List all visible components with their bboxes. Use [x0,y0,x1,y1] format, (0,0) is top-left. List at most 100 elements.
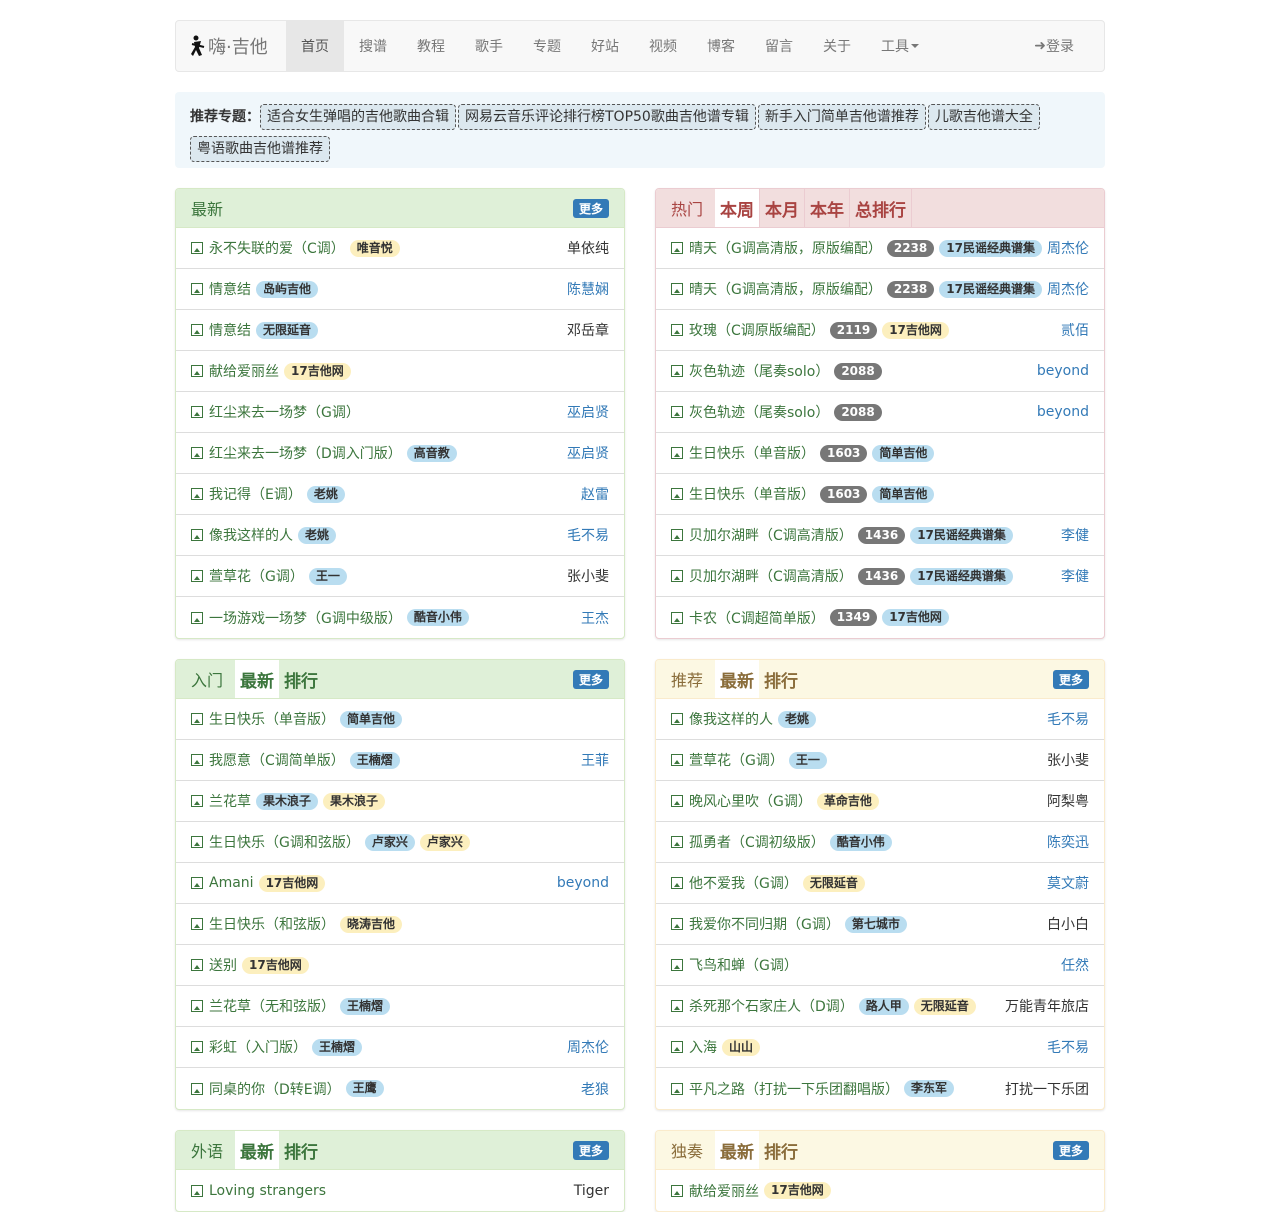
artist-link[interactable]: 王杰 [581,610,609,627]
nav-item[interactable]: 搜谱 [359,39,387,55]
nav-item[interactable]: 教程 [417,39,445,55]
list-item[interactable]: 灰色轨迹（尾奏solo） 2088 beyond [656,392,1104,433]
list-item[interactable]: 献给爱丽丝 17吉他网 [176,351,624,392]
panel-tab[interactable]: 排行 [284,671,319,692]
song-title-link[interactable]: 入海 [689,1040,717,1056]
list-item[interactable]: 玫瑰（C调原版编配） 2119 17吉他网 贰佰 [656,310,1104,351]
panel-tab[interactable]: 排行 [284,1142,319,1163]
list-item[interactable]: 孤勇者（C调初级版） 酷音小伟 陈奕迅 [656,822,1104,863]
panel-tab[interactable]: 本月 [760,189,806,227]
topic-link[interactable]: 适合女生弹唱的吉他歌曲合辑 [260,104,456,130]
song-title-link[interactable]: 他不爱我（G调） [689,876,798,892]
song-title-link[interactable]: 情意结 [209,323,251,339]
song-title-link[interactable]: 送别 [209,958,237,974]
list-item[interactable]: 灰色轨迹（尾奏solo） 2088 beyond [656,351,1104,392]
panel-tab[interactable]: 本周 [715,189,761,227]
topic-link[interactable]: 网易云音乐评论排行榜TOP50歌曲吉他谱专辑 [458,104,756,130]
song-title-link[interactable]: 生日快乐（和弦版） [209,917,335,933]
list-item[interactable]: 像我这样的人 老姚 毛不易 [656,699,1104,740]
song-title-link[interactable]: 飞鸟和蝉（G调） [689,958,798,974]
song-title-link[interactable]: 萱草花（G调） [689,753,784,769]
list-item[interactable]: Loving strangers Tiger [176,1170,624,1211]
list-item[interactable]: 平凡之路（打扰一下乐团翻唱版） 李东军 打扰一下乐团 [656,1068,1104,1109]
panel-tab[interactable]: 最新 [715,660,760,698]
song-title-link[interactable]: 灰色轨迹（尾奏solo） [689,405,830,421]
artist-link[interactable]: 陈奕迅 [1047,835,1089,851]
list-item[interactable]: 生日快乐（G调和弦版） 卢家兴 卢家兴 [176,822,624,863]
list-item[interactable]: 彩虹（入门版） 王楠熠 周杰伦 [176,1027,624,1068]
list-item[interactable]: 我愿意（C调简单版） 王楠熠 王菲 [176,740,624,781]
list-item[interactable]: 兰花草 果木浪子 果木浪子 [176,781,624,822]
song-title-link[interactable]: 彩虹（入门版） [209,1040,307,1056]
artist-link[interactable]: 周杰伦 [1047,241,1089,257]
song-title-link[interactable]: 杀死那个石家庄人（D调） [689,999,854,1015]
song-title-link[interactable]: 灰色轨迹（尾奏solo） [689,364,830,380]
song-title-link[interactable]: 贝加尔湖畔（C调高清版） [689,528,853,544]
list-item[interactable]: 一场游戏一场梦（G调中级版） 酷音小伟 王杰 [176,597,624,638]
list-item[interactable]: 贝加尔湖畔（C调高清版） 1436 17民谣经典谱集 李健 [656,515,1104,556]
list-item[interactable]: 像我这样的人 老姚 毛不易 [176,515,624,556]
song-title-link[interactable]: 贝加尔湖畔（C调高清版） [689,569,853,585]
nav-item[interactable]: 博客 [707,39,735,55]
list-item[interactable]: 他不爱我（G调） 无限延音 莫文蔚 [656,863,1104,904]
list-item[interactable]: 同桌的你（D转E调） 王鹰 老狼 [176,1068,624,1109]
artist-link[interactable]: 李健 [1061,569,1089,585]
song-title-link[interactable]: 孤勇者（C调初级版） [689,835,825,851]
list-item[interactable]: 情意结 岛屿吉他 陈慧娴 [176,269,624,310]
panel-tab[interactable]: 排行 [764,1142,799,1163]
list-item[interactable]: 我爱你不同归期（G调） 第七城市 白小白 [656,904,1104,945]
more-button[interactable]: 更多 [1052,1140,1089,1160]
list-item[interactable]: 生日快乐（和弦版） 晓涛吉他 [176,904,624,945]
artist-link[interactable]: 毛不易 [1047,712,1089,728]
list-item[interactable]: 萱草花（G调） 王一 张小斐 [176,556,624,597]
song-title-link[interactable]: 献给爱丽丝 [209,364,279,380]
panel-tab[interactable]: 最新 [235,1131,280,1169]
more-button[interactable]: 更多 [1052,669,1089,689]
brand-logo[interactable]: 嗨·吉他 [176,21,286,71]
artist-link[interactable]: 周杰伦 [1047,282,1089,298]
list-item[interactable]: 飞鸟和蝉（G调） 任然 [656,945,1104,986]
artist-link[interactable]: 任然 [1061,958,1089,974]
song-title-link[interactable]: 兰花草 [209,794,251,810]
list-item[interactable]: 杀死那个石家庄人（D调） 路人甲 无限延音 万能青年旅店 [656,986,1104,1027]
artist-link[interactable]: 巫启贤 [567,446,609,462]
more-button[interactable]: 更多 [572,669,609,689]
more-button[interactable]: 更多 [572,198,609,218]
panel-tab[interactable]: 最新 [715,1131,760,1169]
topic-link[interactable]: 儿歌吉他谱大全 [927,104,1040,130]
song-title-link[interactable]: 我记得（E调） [209,487,302,503]
artist-link[interactable]: 李健 [1061,528,1089,544]
song-title-link[interactable]: 献给爱丽丝 [689,1183,759,1200]
song-title-link[interactable]: 晴天（G调高清版，原版编配） [689,241,882,257]
list-item[interactable]: 献给爱丽丝 17吉他网 [656,1170,1104,1211]
nav-item[interactable]: 首页 [286,21,344,71]
artist-link[interactable]: 莫文蔚 [1047,876,1089,892]
artist-link[interactable]: 老狼 [581,1081,609,1098]
list-item[interactable]: 卡农（C调超简单版） 1349 17吉他网 [656,597,1104,638]
song-title-link[interactable]: Loving strangers [209,1182,327,1199]
song-title-link[interactable]: 萱草花（G调） [209,569,304,585]
artist-link[interactable]: 周杰伦 [567,1040,609,1056]
song-title-link[interactable]: 生日快乐（单音版） [689,446,815,462]
panel-tab[interactable]: 本年 [805,189,851,227]
song-title-link[interactable]: 情意结 [209,282,251,298]
topic-link[interactable]: 粤语歌曲吉他谱推荐 [190,136,330,162]
song-title-link[interactable]: 生日快乐（G调和弦版） [209,835,360,851]
artist-link[interactable]: 陈慧娴 [567,282,609,298]
song-title-link[interactable]: 晚风心里吹（G调） [689,794,812,810]
nav-item[interactable]: 好站 [591,39,619,55]
list-item[interactable]: 生日快乐（单音版） 1603 简单吉他 [656,474,1104,515]
list-item[interactable]: 萱草花（G调） 王一 张小斐 [656,740,1104,781]
login-link[interactable]: ➜ 登录 [1034,38,1074,55]
panel-tab[interactable]: 最新 [235,660,280,698]
artist-link[interactable]: beyond [556,875,609,891]
artist-link[interactable]: beyond [1036,404,1089,420]
list-item[interactable]: 送别 17吉他网 [176,945,624,986]
song-title-link[interactable]: 我愿意（C调简单版） [209,753,345,769]
list-item[interactable]: 贝加尔湖畔（C调高清版） 1436 17民谣经典谱集 李健 [656,556,1104,597]
song-title-link[interactable]: 平凡之路（打扰一下乐团翻唱版） [689,1081,899,1098]
list-item[interactable]: 红尘来去一场梦（D调入门版） 高音教 巫启贤 [176,433,624,474]
artist-link[interactable]: 王菲 [581,753,609,769]
list-item[interactable]: 生日快乐（单音版） 简单吉他 [176,699,624,740]
list-item[interactable]: 晴天（G调高清版，原版编配） 2238 17民谣经典谱集 周杰伦 [656,228,1104,269]
